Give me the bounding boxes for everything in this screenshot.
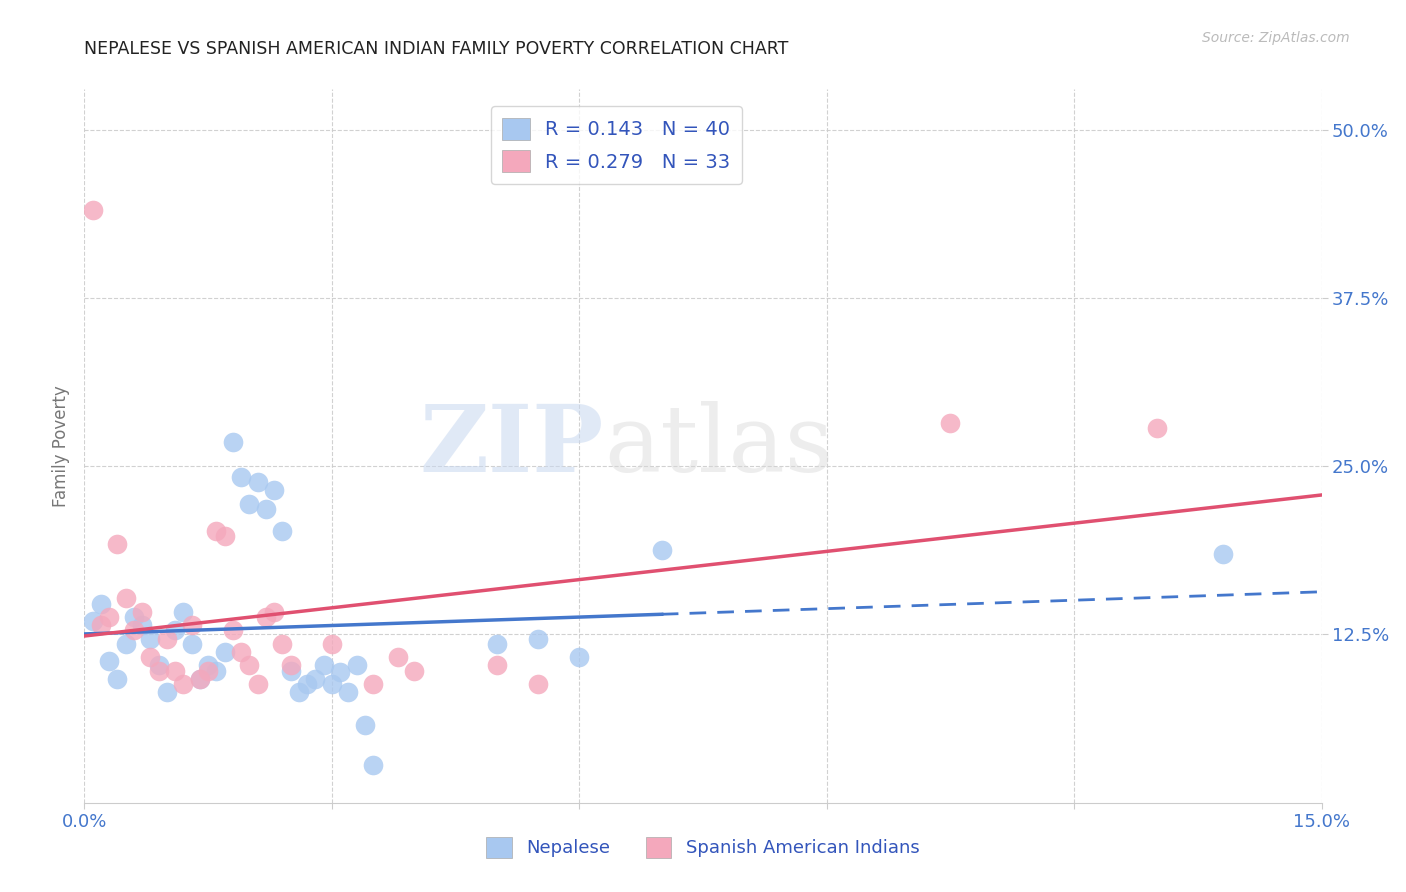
Point (321, 677, 343, 691)
Point (527, 677, 550, 691)
Point (346, 658, 368, 673)
Point (246, 475, 269, 490)
Text: ZIP: ZIP (420, 401, 605, 491)
Point (280, 658, 302, 673)
Point (361, 758, 384, 772)
Point (229, 470, 252, 484)
Point (214, 529, 236, 543)
Point (90, 618, 112, 632)
Text: atlas: atlas (605, 401, 834, 491)
Point (114, 591, 136, 606)
Point (229, 645, 252, 659)
Point (254, 502, 277, 516)
Point (165, 664, 187, 678)
Point (148, 658, 170, 673)
Point (205, 524, 228, 538)
Point (295, 677, 318, 691)
Point (105, 672, 128, 686)
Point (568, 650, 591, 665)
Point (337, 685, 360, 699)
Point (222, 434, 245, 449)
Point (197, 658, 219, 673)
Point (139, 632, 162, 646)
Point (288, 685, 311, 699)
Point (98, 610, 121, 624)
Point (271, 524, 294, 538)
Point (180, 637, 202, 651)
Point (304, 672, 326, 686)
Point (485, 658, 508, 673)
Point (1146, 421, 1168, 435)
Point (105, 537, 128, 551)
Y-axis label: Family Poverty: Family Poverty (52, 385, 70, 507)
Point (90, 597, 112, 611)
Point (214, 645, 236, 659)
Point (165, 624, 187, 638)
Point (263, 483, 285, 498)
Point (82, 614, 104, 628)
Point (651, 542, 673, 557)
Point (238, 497, 260, 511)
Point (188, 672, 211, 686)
Point (180, 618, 202, 632)
Point (122, 624, 145, 638)
Point (361, 677, 384, 691)
Point (387, 650, 409, 665)
Point (197, 664, 219, 678)
Point (172, 605, 194, 619)
Point (139, 650, 162, 665)
Point (156, 632, 179, 646)
Point (280, 664, 302, 678)
Point (222, 624, 245, 638)
Text: Source: ZipAtlas.com: Source: ZipAtlas.com (1202, 31, 1350, 45)
Point (312, 658, 335, 673)
Legend: Nepalese, Spanish American Indians: Nepalese, Spanish American Indians (479, 830, 927, 865)
Point (205, 664, 228, 678)
Point (114, 637, 136, 651)
Point (82, 203, 104, 218)
Point (939, 416, 962, 430)
Text: NEPALESE VS SPANISH AMERICAN INDIAN FAMILY POVERTY CORRELATION CHART: NEPALESE VS SPANISH AMERICAN INDIAN FAMI… (84, 40, 789, 58)
Point (404, 664, 426, 678)
Point (238, 658, 260, 673)
Point (263, 605, 285, 619)
Point (122, 610, 145, 624)
Point (271, 637, 294, 651)
Point (485, 637, 508, 651)
Point (246, 677, 269, 691)
Point (527, 632, 550, 646)
Point (254, 610, 277, 624)
Point (98, 655, 121, 669)
Point (353, 717, 375, 731)
Point (148, 664, 170, 678)
Point (131, 605, 153, 619)
Point (131, 618, 153, 632)
Point (156, 685, 179, 699)
Point (1212, 547, 1234, 561)
Point (321, 637, 343, 651)
Point (329, 665, 352, 680)
Point (172, 677, 194, 691)
Point (188, 672, 211, 686)
